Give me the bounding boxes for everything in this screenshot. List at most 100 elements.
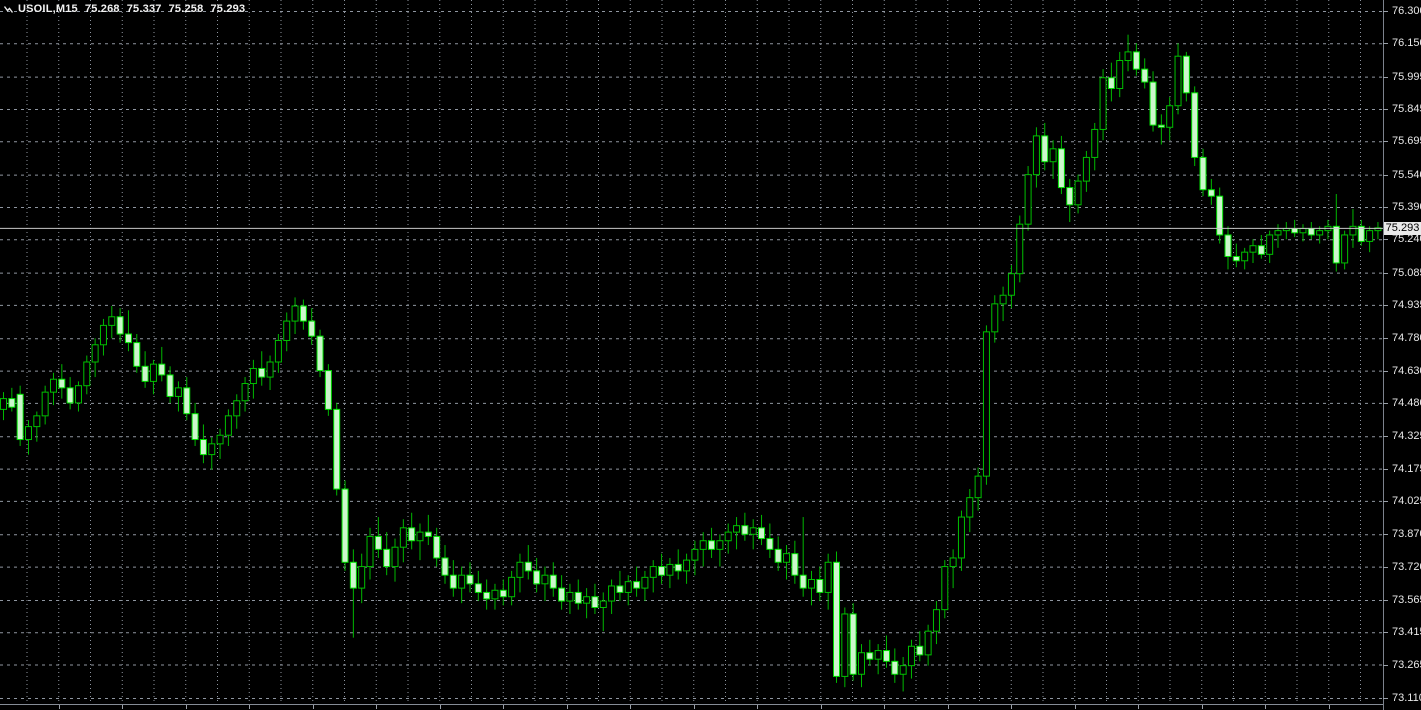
candle-bull [974,475,982,499]
candle-bull [83,361,91,387]
candle-bear [133,342,141,367]
candle-bull [1082,156,1090,182]
candle-bear [1191,92,1199,158]
candle-bull [41,391,49,417]
candle-bull [508,576,516,598]
time-axis-tick [1074,705,1076,709]
axis-price-label: 75.240 [1392,233,1421,246]
candle-bear [833,561,840,677]
candle-bear [816,578,824,593]
candle-bull [149,363,157,382]
candle-bear [441,557,449,576]
candle-bull [1349,225,1357,236]
axis-tick [1383,174,1388,176]
axis-price-label: 74.780 [1392,332,1421,345]
candle-bear [374,535,382,550]
candle-bull [458,574,466,589]
candle-bull [1299,227,1307,234]
candle-bull [649,566,657,578]
time-axis-tick [249,705,250,709]
candle-bear [258,367,266,378]
candle-bull [216,434,224,445]
candle-bull [691,548,699,561]
quote-low: 75.258 [168,3,204,15]
current-price-tag: 75.293 [1384,221,1421,235]
candle-bull [982,331,990,477]
candle-bull [699,540,707,550]
candle-bear [1057,148,1065,189]
candle-bull [208,443,216,456]
candle-bear [199,439,207,456]
candle-bull [174,387,182,397]
candle-bull [1099,77,1107,130]
candle-bull [291,305,299,322]
axis-tick [1383,599,1388,601]
candle-bull [233,400,241,417]
candle-bear [166,374,174,397]
candle-bull [608,585,616,602]
time-axis-tick [884,705,885,709]
axis-price-label: 73.110 [1392,691,1421,704]
candle-bear [1182,55,1190,94]
axis-price-label: 74.935 [1392,298,1421,311]
axis-tick [1383,304,1388,306]
candle-bull [924,630,932,656]
candle-bull [416,531,424,542]
axis-tick [1383,436,1388,438]
candle-bear [708,540,716,550]
candle-bull [1074,180,1082,206]
candle-bear [191,413,199,441]
candle-bull [1091,128,1099,158]
candle-bear [1107,77,1115,90]
candle-bear [183,387,191,415]
quote-high: 75.337 [126,3,162,15]
candle-bull [1274,230,1282,236]
time-axis-tick [820,705,822,709]
candle-bull [716,540,724,550]
candle-bull [91,344,99,363]
candle-bear [349,561,357,589]
candle-bull [966,497,974,518]
axis-price-label: 75.845 [1392,102,1421,115]
candle-bull [24,426,32,441]
time-axis-tick [58,705,60,709]
axis-price-label: 74.480 [1392,396,1421,409]
candle-bear [1199,156,1207,191]
candle-bear [549,574,557,589]
candle-bear [658,566,666,576]
candle-bear [474,583,482,593]
candle-bull [224,415,232,436]
candle-bull [941,566,949,611]
axis-tick [1383,272,1388,274]
candle-bear [524,561,532,572]
time-axis[interactable] [0,704,1421,710]
candle-bull [366,535,374,568]
axis-tick [1383,43,1388,45]
axis-price-label: 73.265 [1392,658,1421,671]
candle-bear [449,574,457,589]
candle-bull [1166,105,1174,128]
candle-bear [741,525,749,535]
candle-bear [774,548,782,563]
candle-bull [516,561,524,578]
axis-tick [1383,370,1388,372]
price-axis[interactable]: 76.300 76.150 75.995 75.845 75.695 75.540 75.3… [1383,0,1421,710]
candle-bull [999,294,1007,305]
candle-bull [808,578,816,589]
time-axis-tick [376,705,377,709]
candle-bull [841,613,849,677]
candle-bear [849,613,857,675]
candle-bear [1141,68,1149,83]
axis-tick [1383,500,1388,502]
axis-price-label: 75.390 [1392,200,1421,213]
quote-open: 75.268 [84,3,120,15]
candle-bull [641,576,649,589]
axis-tick [1383,206,1388,208]
candle-bull [241,383,249,402]
candle-bull [33,415,41,428]
quote-close: 75.293 [210,3,246,15]
symbol-quote-header: USOIL,M15 75.268 75.337 75.258 75.293 [4,3,245,15]
candle-bull [0,398,7,410]
axis-price-label: 76.150 [1392,37,1421,50]
